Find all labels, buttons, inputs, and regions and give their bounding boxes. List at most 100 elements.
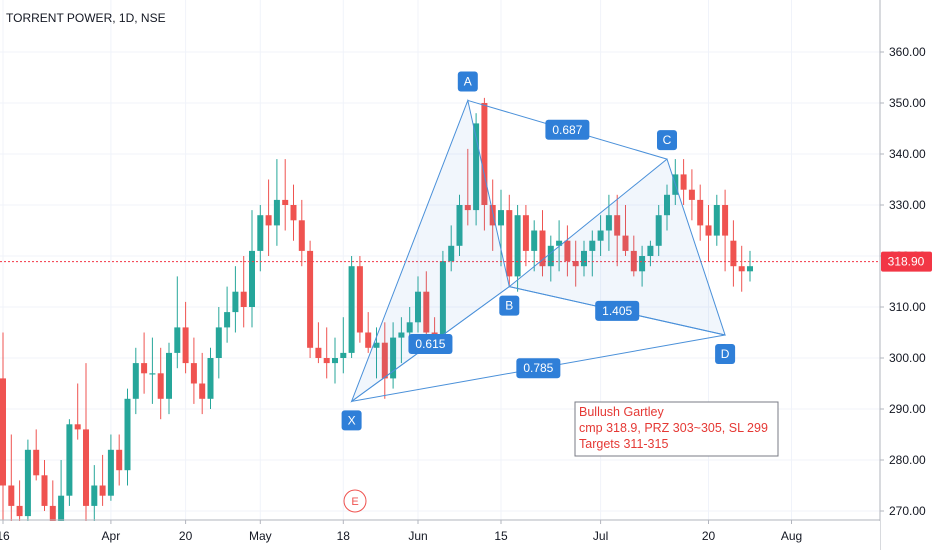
candle — [448, 225, 455, 272]
candle-body — [381, 342, 388, 379]
candle-body — [41, 475, 48, 506]
candle — [215, 307, 222, 379]
candle-body — [157, 373, 164, 399]
time-tick-label: 18 — [337, 529, 351, 543]
candle — [124, 388, 131, 486]
pattern-point-b-text: B — [505, 299, 513, 313]
candle — [332, 337, 338, 384]
candle-body — [722, 205, 729, 236]
candle-body — [356, 266, 363, 333]
candle — [622, 205, 629, 256]
candle-body — [415, 291, 421, 323]
price-tick-label: 340.00 — [889, 147, 926, 161]
candle — [456, 194, 463, 256]
candle — [639, 245, 646, 287]
candle-body — [224, 312, 231, 328]
candle-body — [340, 352, 347, 358]
candle-body — [58, 495, 65, 537]
price-axis[interactable]: 270.00280.00290.00300.00310.00320.00330.… — [880, 45, 926, 518]
candle — [249, 210, 255, 328]
candle-body — [99, 485, 106, 496]
candle — [99, 454, 106, 506]
ratio-xb-text: 0.615 — [415, 337, 445, 351]
candle — [174, 276, 181, 369]
gartley-pattern[interactable]: X A B C D 0.615 0.687 1.405 0.785 — [341, 71, 736, 431]
candle — [713, 194, 720, 246]
candle — [282, 159, 289, 231]
candle-body — [166, 352, 172, 399]
candle — [199, 352, 206, 415]
candle-body — [174, 327, 181, 353]
event-marker-label: E — [351, 496, 358, 508]
time-axis[interactable]: 16 Apr 20 May 18 Jun 15 Jul 20 Aug — [0, 520, 802, 543]
candle-body — [307, 250, 314, 348]
candle-body — [33, 449, 40, 476]
chart-title: TORRENT POWER, 1D, NSE — [6, 11, 166, 25]
candle-body — [705, 225, 712, 236]
ratio-xb-bg — [408, 333, 453, 354]
ratio-xd[interactable]: 0.785 — [516, 358, 561, 379]
current-price-tag: 318.90 — [881, 251, 932, 272]
candle-body — [614, 215, 621, 236]
candle — [83, 363, 89, 532]
annotation-line-3: Targets 311-315 — [579, 437, 668, 451]
candle — [514, 205, 521, 292]
candle-body — [589, 240, 596, 251]
candle — [589, 230, 596, 277]
candle-body — [249, 250, 255, 307]
candle-body — [581, 250, 587, 267]
candle — [298, 199, 305, 267]
candle-body — [464, 205, 471, 211]
price-tick-label: 350.00 — [889, 96, 926, 110]
time-axis-bg[interactable] — [0, 521, 880, 550]
ratio-bd[interactable]: 1.405 — [595, 300, 640, 321]
candle — [390, 322, 397, 389]
pattern-point-a[interactable]: A — [457, 71, 478, 92]
candle-body — [107, 449, 114, 496]
price-tick-label: 280.00 — [889, 453, 926, 467]
event-marker[interactable]: E — [343, 489, 367, 513]
candle-body — [315, 347, 322, 358]
candle-body — [572, 261, 579, 267]
price-tick-label: 270.00 — [889, 504, 926, 518]
candle-body — [680, 174, 687, 190]
price-tick-label: 310.00 — [889, 300, 926, 314]
ratio-ac-text: 0.687 — [552, 123, 582, 137]
candle — [74, 383, 81, 440]
pattern-point-b[interactable]: B — [499, 295, 520, 316]
candle-body — [282, 199, 289, 205]
ratio-xb[interactable]: 0.615 — [408, 333, 453, 354]
price-tick-label: 330.00 — [889, 198, 926, 212]
candle — [605, 194, 612, 251]
current-price-label: 318.90 — [888, 255, 925, 269]
pattern-point-d-bg — [715, 344, 736, 365]
annotation-line-2: cmp 318.9, PRZ 303~305, SL 299 — [579, 421, 768, 435]
candle — [190, 337, 197, 404]
candle — [41, 460, 48, 511]
candle-body — [605, 215, 612, 231]
pattern-point-c[interactable]: C — [657, 130, 677, 151]
candle — [498, 189, 504, 267]
pattern-point-x[interactable]: X — [341, 410, 362, 431]
ratio-xd-bg — [516, 358, 561, 379]
candle — [697, 184, 704, 241]
candle-body — [448, 245, 455, 262]
candle-body — [24, 449, 31, 517]
price-axis-bg[interactable] — [881, 0, 932, 550]
candle — [630, 235, 637, 277]
candle — [348, 256, 355, 358]
pattern-point-d[interactable]: D — [715, 344, 736, 365]
candle-body — [664, 194, 670, 216]
candle — [157, 347, 164, 420]
pattern-point-x-bg — [341, 410, 362, 431]
candle — [116, 434, 123, 486]
candle — [655, 205, 662, 256]
candle — [664, 184, 670, 231]
annotation-box[interactable]: Bullush Gartley cmp 318.9, PRZ 303~305, … — [574, 401, 779, 457]
candle — [224, 286, 231, 343]
ratio-ac[interactable]: 0.687 — [545, 119, 590, 140]
candle-body — [265, 215, 272, 226]
candle — [315, 322, 322, 364]
time-tick-label: 15 — [494, 529, 508, 543]
